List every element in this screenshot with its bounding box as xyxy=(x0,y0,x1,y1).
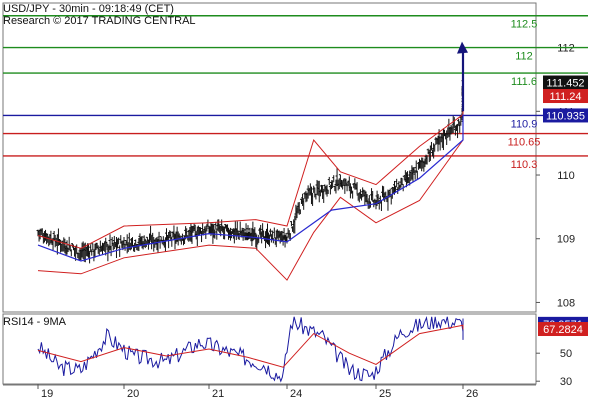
price-y-tick-label: 110 xyxy=(557,170,575,182)
price-y-tick-label: 109 xyxy=(557,234,575,246)
price-tag-bollinger xyxy=(543,89,588,104)
projection-arrow-head xyxy=(457,41,468,54)
x-tick-label: 24 xyxy=(290,388,302,400)
level-label: 110.3 xyxy=(511,159,538,171)
price-tag-label: 111.452 xyxy=(546,78,584,90)
level-label: 112.5 xyxy=(511,19,538,31)
rsi-y-tick-label: 30 xyxy=(560,376,572,388)
level-label: 110.65 xyxy=(508,137,541,149)
price-y-tick-label: 108 xyxy=(557,297,575,309)
research-credit: Research © 2017 TRADING CENTRAL xyxy=(3,15,196,27)
bollinger-upper-line xyxy=(37,69,464,249)
price-y-tick-label: 112 xyxy=(557,43,575,55)
x-tick-label: 20 xyxy=(127,388,139,400)
x-tick-label: 19 xyxy=(41,388,53,400)
price-tag-label: 110.935 xyxy=(546,110,585,122)
moving-average-line xyxy=(37,114,464,262)
price-tag-pivot xyxy=(543,108,588,123)
level-label: 110.9 xyxy=(511,118,538,130)
instrument-title: USD/JPY - 30min - 09:18:49 (CET) xyxy=(3,3,174,15)
x-tick-label: 25 xyxy=(379,388,391,400)
rsi-line xyxy=(37,316,464,383)
rsi-tag-ma xyxy=(538,322,588,337)
candlesticks xyxy=(36,78,464,264)
x-axis: 19 20 21 24 25 26 xyxy=(3,384,536,400)
rsi-y-tick-label: 50 xyxy=(560,348,572,360)
price-tag-label: 111.24 xyxy=(549,91,581,103)
price-plot-frame xyxy=(2,2,537,313)
rsi-ma-line xyxy=(37,324,464,368)
bollinger-lower-line xyxy=(37,117,464,281)
rsi-tag-label: 67.2824 xyxy=(543,324,583,336)
rsi-panel: 305070.957167.2824 xyxy=(2,313,588,388)
rsi-plot-frame xyxy=(2,313,537,385)
rsi-panel-title: RSI14 - 9MA xyxy=(3,316,66,328)
price-tag-last xyxy=(543,75,588,90)
x-tick-label: 21 xyxy=(212,388,224,400)
price-panel: 108109110111112112.5112111.6110.9110.651… xyxy=(2,2,588,313)
x-tick-label: 26 xyxy=(466,388,478,400)
level-label: 111.6 xyxy=(511,76,537,88)
level-label: 112 xyxy=(515,51,533,63)
